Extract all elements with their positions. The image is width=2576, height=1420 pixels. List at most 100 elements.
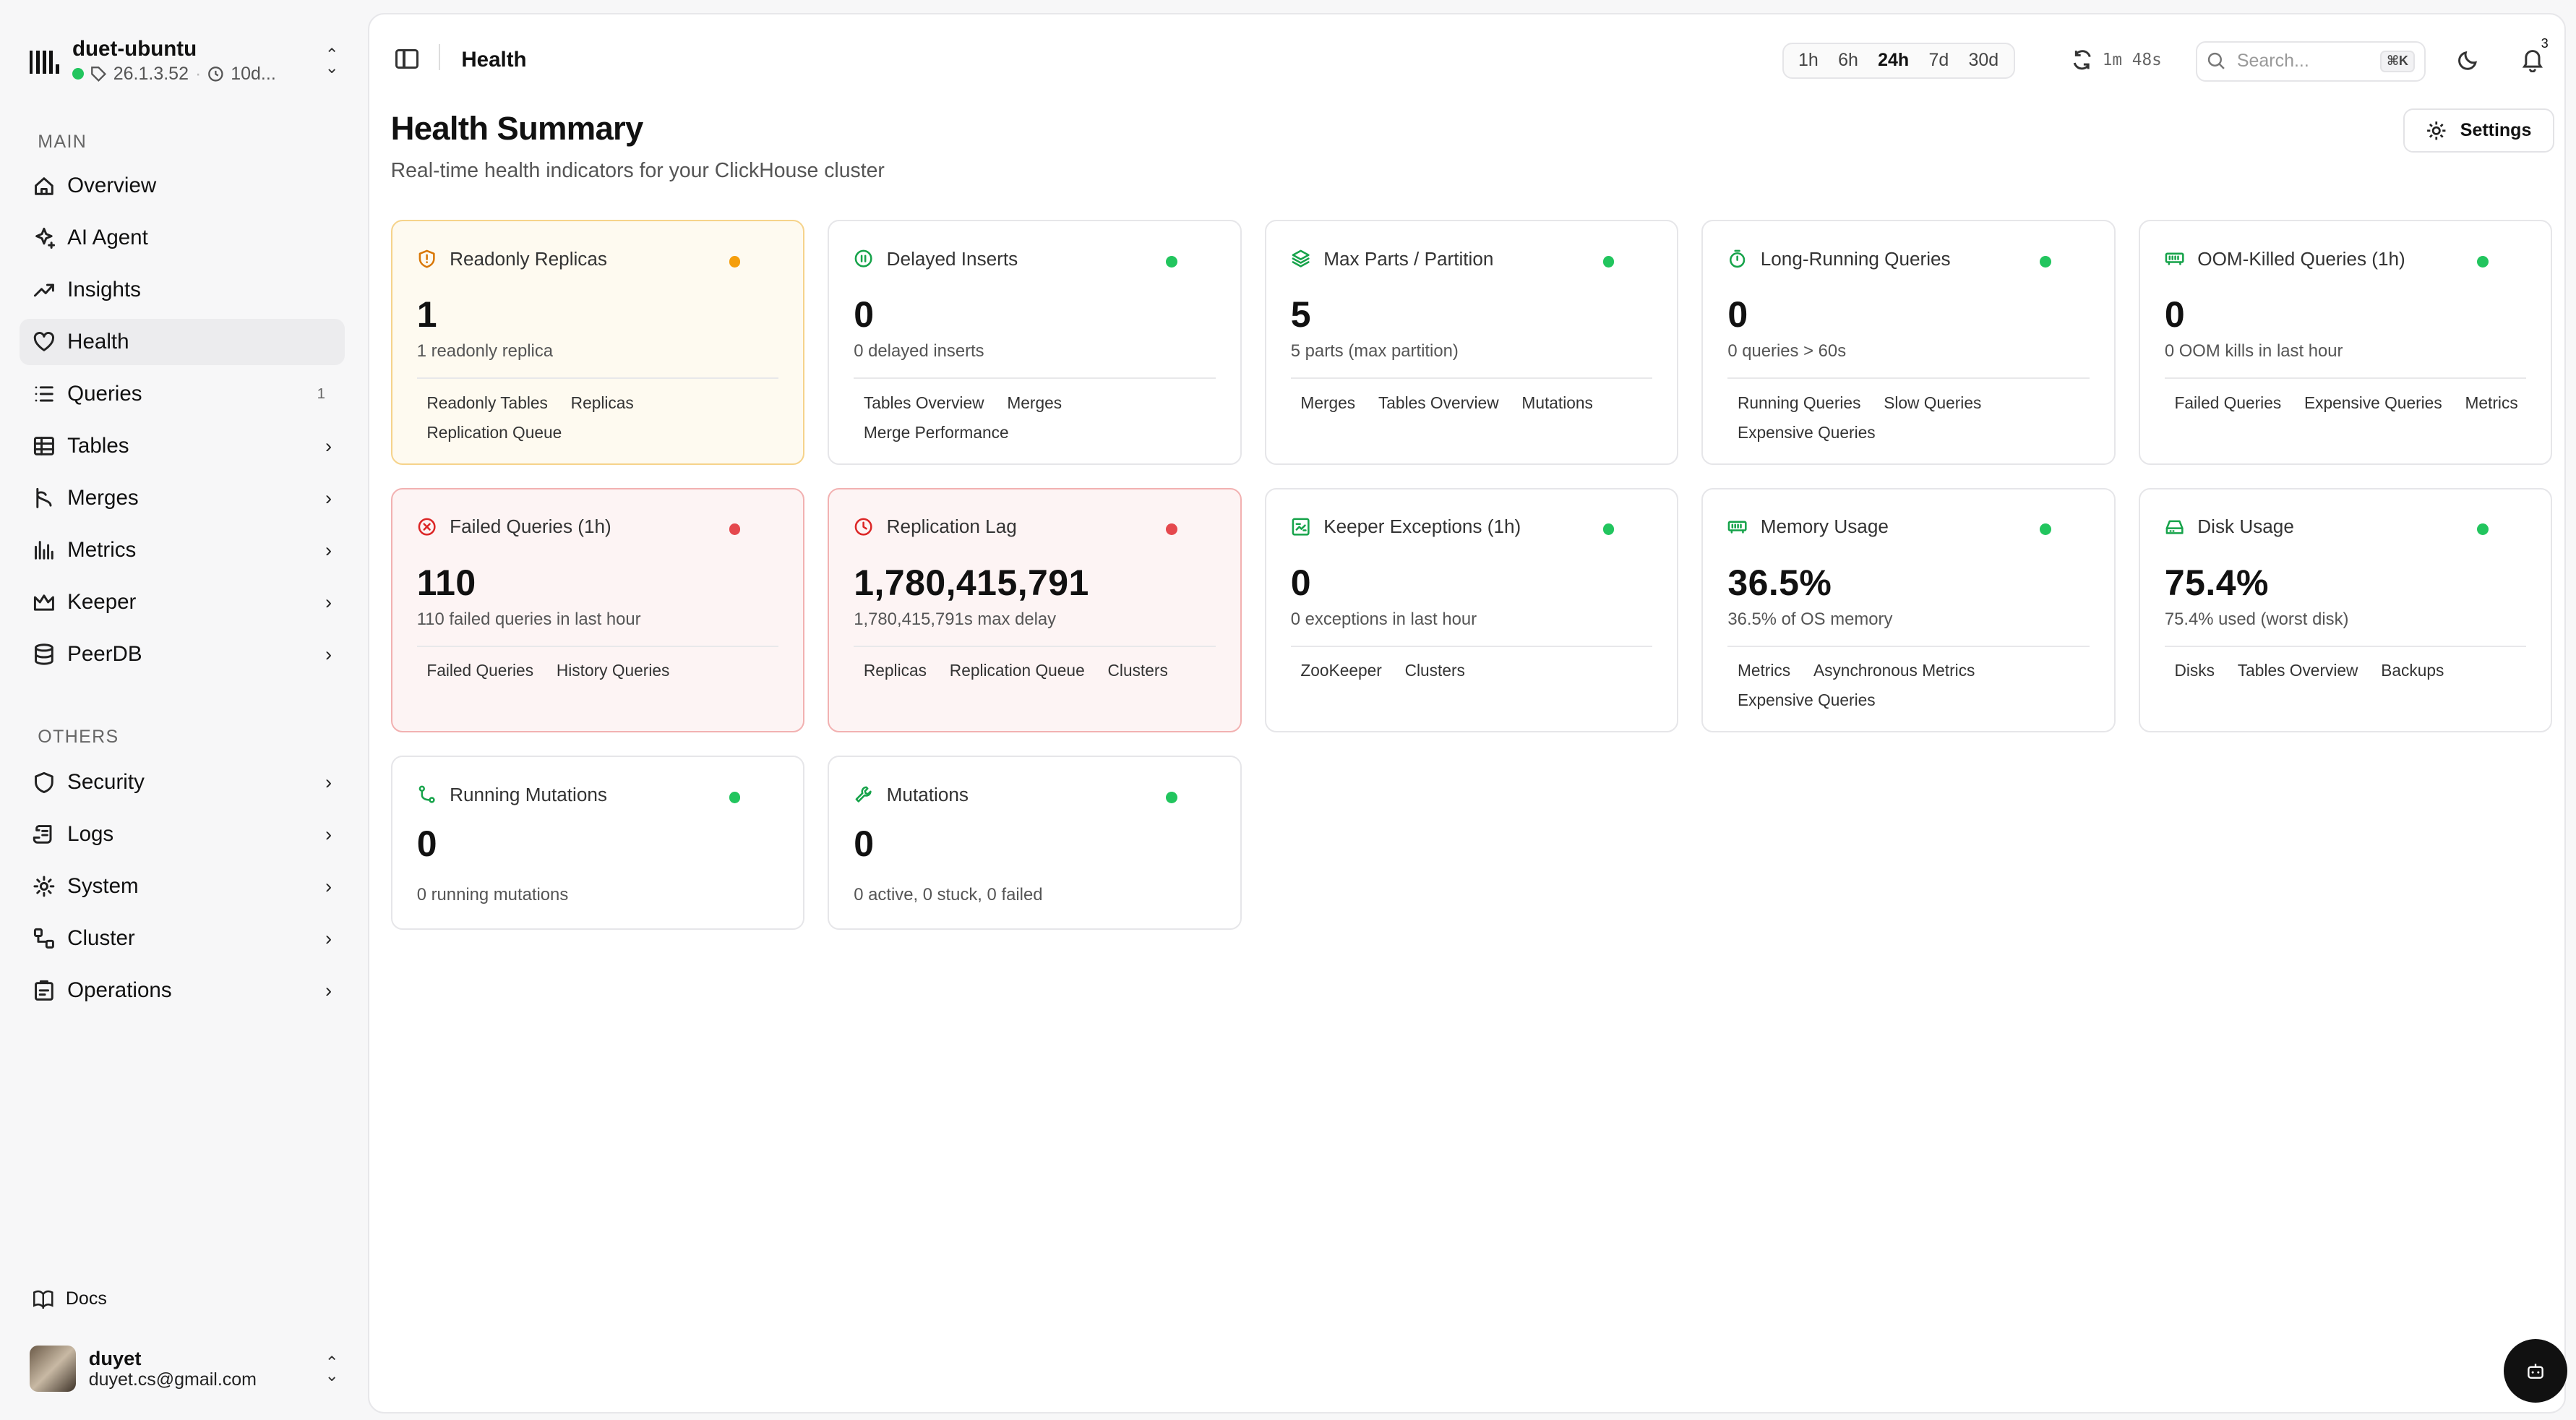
- cluster-uptime: 10d...: [231, 63, 276, 84]
- range-option-24h[interactable]: 24h: [1878, 50, 1910, 71]
- card-title: OOM-Killed Queries (1h): [2197, 247, 2405, 270]
- sidebar: duet-ubuntu 26.1.3.52 · 10d... ⌃ ⌄ MAIN O…: [0, 0, 368, 1420]
- main-panel: Health 1h 6h 24h 7d 30d 1m 48s Search... ⌘K …: [368, 13, 2566, 1413]
- range-option-7d[interactable]: 7d: [1928, 50, 1949, 71]
- sidebar-item-label: Queries: [67, 381, 142, 406]
- sidebar-item-label: Logs: [67, 821, 114, 846]
- related-link[interactable]: Tables Overview: [863, 393, 984, 412]
- user-menu[interactable]: duyet duyet.cs@gmail.com ⌃ ⌄: [29, 1344, 342, 1393]
- related-link[interactable]: Expensive Queries: [1737, 690, 1876, 710]
- moon-icon[interactable]: [2457, 48, 2481, 71]
- sidebar-item-security[interactable]: Security ›: [20, 759, 345, 805]
- range-option-1h[interactable]: 1h: [1798, 50, 1819, 71]
- settings-button[interactable]: Settings: [2403, 108, 2554, 153]
- auto-refresh-button[interactable]: 1m 48s: [2071, 49, 2162, 71]
- sidebar-item-keeper[interactable]: Keeper ›: [20, 579, 345, 625]
- memory-stick-icon: [1727, 521, 1747, 534]
- sidebar-item-cluster[interactable]: Cluster ›: [20, 915, 345, 962]
- sidebar-item-merges[interactable]: Merges ›: [20, 475, 345, 521]
- related-link[interactable]: Clusters: [1404, 661, 1465, 680]
- card-description: 1,780,415,791s max delay: [854, 609, 1057, 629]
- page-title: Health Summary: [390, 109, 644, 147]
- memory-stick-icon: [2165, 253, 2184, 266]
- health-card-mutations[interactable]: Mutations 0 0 active, 0 stuck, 0 failed: [828, 756, 1242, 931]
- health-card-oom-killed-queries-1h[interactable]: OOM-Killed Queries (1h) 0 0 OOM kills in l…: [2138, 220, 2553, 465]
- related-link[interactable]: Tables Overview: [2237, 661, 2358, 680]
- related-link[interactable]: Backups: [2381, 661, 2444, 680]
- card-description: 1 readonly replica: [416, 341, 554, 362]
- related-link[interactable]: Replicas: [570, 393, 634, 412]
- chevron-right-icon: ›: [325, 643, 332, 666]
- bell-icon[interactable]: [2521, 48, 2544, 72]
- card-value: 110: [416, 562, 476, 603]
- related-link[interactable]: Failed Queries: [2174, 393, 2282, 412]
- merge-icon: [36, 488, 52, 508]
- sidebar-toggle-icon[interactable]: [395, 48, 419, 69]
- range-option-30d[interactable]: 30d: [1968, 50, 1999, 71]
- sidebar-item-system[interactable]: System ›: [20, 863, 345, 910]
- related-links: Replicas Replication Queue Clusters: [854, 657, 1224, 685]
- health-card-memory-usage[interactable]: Memory Usage 36.5% 36.5% of OS memory Metri…: [1701, 487, 2116, 733]
- sidebar-item-logs[interactable]: Logs ›: [20, 811, 345, 857]
- sidebar-item-peerdb[interactable]: PeerDB ›: [20, 631, 345, 677]
- related-link[interactable]: Merge Performance: [863, 422, 1009, 442]
- user-email: duyet.cs@gmail.com: [88, 1369, 257, 1390]
- health-card-running-mutations[interactable]: Running Mutations 0 0 running mutations: [390, 756, 805, 931]
- health-card-max-parts-partition[interactable]: Max Parts / Partition 5 5 parts (max parti…: [1264, 220, 1679, 465]
- related-link[interactable]: Tables Overview: [1378, 393, 1499, 412]
- hard-drive-icon: [2165, 520, 2184, 534]
- card-title: Running Mutations: [450, 783, 607, 805]
- ai-assistant-fab[interactable]: [2504, 1339, 2567, 1403]
- related-link[interactable]: Metrics: [1737, 661, 1791, 680]
- related-link[interactable]: Merges: [1007, 393, 1062, 412]
- status-dot: [2476, 255, 2489, 268]
- related-link[interactable]: Mutations: [1521, 393, 1593, 412]
- related-link[interactable]: Clusters: [1107, 661, 1168, 680]
- status-dot: [2476, 523, 2489, 536]
- avatar: [29, 1346, 76, 1392]
- sidebar-item-health[interactable]: Health: [20, 319, 345, 365]
- sidebar-item-ai-agent[interactable]: AI Agent: [20, 215, 345, 261]
- sidebar-item-queries[interactable]: Queries 1: [20, 371, 345, 417]
- sidebar-item-insights[interactable]: Insights: [20, 267, 345, 313]
- related-link[interactable]: Replication Queue: [949, 661, 1085, 680]
- status-dot: [1166, 255, 1177, 268]
- related-link[interactable]: Replication Queue: [426, 422, 562, 442]
- related-link[interactable]: Slow Queries: [1884, 393, 1982, 412]
- related-link[interactable]: Replicas: [863, 661, 927, 680]
- sidebar-item-tables[interactable]: Tables ›: [20, 423, 345, 469]
- health-card-keeper-exceptions-1h[interactable]: Keeper Exceptions (1h) 0 0 exceptions in l…: [1264, 487, 1679, 733]
- related-link[interactable]: Merges: [1300, 393, 1356, 412]
- scroll-icon: [33, 824, 52, 844]
- docs-link[interactable]: Docs: [33, 1288, 107, 1309]
- sidebar-item-metrics[interactable]: Metrics ›: [20, 527, 345, 573]
- sidebar-item-label: System: [67, 873, 139, 898]
- health-card-failed-queries-1h[interactable]: Failed Queries (1h) 110 110 failed queries…: [390, 487, 805, 733]
- search-input[interactable]: Search... ⌘K: [2196, 40, 2426, 82]
- related-link[interactable]: Failed Queries: [426, 661, 534, 680]
- related-link[interactable]: Disks: [2174, 661, 2215, 680]
- health-card-replication-lag[interactable]: Replication Lag 1,780,415,791 1,780,415,79…: [828, 487, 1242, 733]
- cluster-switcher[interactable]: duet-ubuntu 26.1.3.52 · 10d... ⌃ ⌄: [29, 36, 342, 85]
- related-link[interactable]: Readonly Tables: [426, 393, 548, 412]
- chevrons-up-down-icon: ⌃ ⌄: [325, 1352, 339, 1385]
- related-link[interactable]: Expensive Queries: [2304, 393, 2442, 412]
- card-title: Failed Queries (1h): [450, 516, 611, 538]
- sidebar-item-overview[interactable]: Overview: [20, 163, 345, 209]
- health-card-readonly-replicas[interactable]: Readonly Replicas 1 1 readonly replica Read…: [390, 220, 805, 465]
- related-link[interactable]: Running Queries: [1737, 393, 1861, 412]
- card-value: 1: [416, 294, 437, 335]
- related-link[interactable]: Asynchronous Metrics: [1813, 661, 1975, 680]
- tag-icon: [91, 67, 107, 82]
- health-card-disk-usage[interactable]: Disk Usage 75.4% 75.4% used (worst disk) Di…: [2138, 487, 2553, 733]
- related-link[interactable]: Expensive Queries: [1737, 422, 1876, 442]
- related-link[interactable]: Metrics: [2465, 393, 2518, 412]
- range-option-6h[interactable]: 6h: [1838, 50, 1858, 71]
- related-link[interactable]: History Queries: [556, 661, 670, 680]
- related-link[interactable]: ZooKeeper: [1300, 661, 1382, 680]
- book-open-icon: [33, 1290, 53, 1309]
- health-card-long-running-queries[interactable]: Long-Running Queries 0 0 queries > 60s Runn…: [1701, 220, 2116, 465]
- sidebar-item-operations[interactable]: Operations ›: [20, 967, 345, 1014]
- card-description: 75.4% used (worst disk): [2164, 609, 2349, 629]
- health-card-delayed-inserts[interactable]: Delayed Inserts 0 0 delayed inserts Tables …: [828, 220, 1242, 465]
